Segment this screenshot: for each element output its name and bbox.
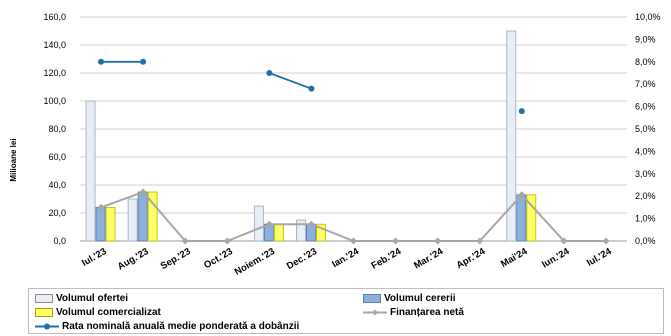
y-tick-label: 140,0 xyxy=(43,40,66,50)
x-tick-label: Iun.'24 xyxy=(540,246,572,271)
legend: Volumul ofertei Volumul cererii Volumul … xyxy=(28,288,664,334)
legend-label-rata: Rata nominală anuală medie ponderată a d… xyxy=(62,321,300,332)
y2-tick-label: 9,0% xyxy=(635,34,656,44)
y2-tick-label: 4,0% xyxy=(635,146,656,156)
point-finantare xyxy=(307,220,315,228)
point-rata xyxy=(140,58,147,65)
y-axis-title: Milioane lei xyxy=(9,138,18,181)
x-tick-label: Mai'24 xyxy=(499,246,530,270)
point-finantare xyxy=(139,188,147,196)
point-finantare xyxy=(223,237,231,245)
point-finantare xyxy=(434,237,442,245)
legend-swatch-rata xyxy=(35,323,59,330)
point-finantare xyxy=(350,237,357,245)
bar xyxy=(147,191,158,242)
y-tick-label: 60,0 xyxy=(48,152,66,162)
x-tick-label: Iul.'23 xyxy=(80,246,109,269)
point-finantare xyxy=(265,220,273,228)
legend-label-finantare: Finanțarea netă xyxy=(390,307,464,318)
point-finantare xyxy=(392,237,400,245)
y-tick-label: 20,0 xyxy=(48,208,66,218)
point-finantare xyxy=(181,237,189,245)
bar xyxy=(506,30,517,242)
legend-swatch-oferta xyxy=(35,294,53,303)
point-finantare xyxy=(518,191,526,199)
y-tick-label: 80,0 xyxy=(48,124,66,134)
y2-tick-label: 5,0% xyxy=(635,124,656,134)
point-finantare xyxy=(97,203,105,211)
x-tick-label: Feb.'24 xyxy=(370,246,404,272)
x-tick-label: Dec.'23 xyxy=(285,246,319,272)
lines xyxy=(97,58,610,245)
bars xyxy=(85,30,537,242)
x-tick-label: Iul.'24 xyxy=(585,246,614,269)
series-line-rata xyxy=(269,72,312,90)
y-tick-label: 160,0 xyxy=(43,12,66,22)
x-tick-label: Aug.'23 xyxy=(116,246,151,272)
y-tick-label: 100,0 xyxy=(43,96,66,106)
legend-item-rata: Rata nominală anuală medie ponderată a d… xyxy=(35,321,299,332)
legend-item-finantare: Finanțarea netă xyxy=(363,307,464,318)
legend-label-cerere: Volumul cererii xyxy=(384,293,456,304)
point-finantare xyxy=(602,237,610,245)
y2-tick-label: 0,0% xyxy=(635,236,656,246)
bar xyxy=(95,206,106,242)
legend-swatch-finantare xyxy=(363,309,387,316)
point-finantare xyxy=(560,237,568,245)
x-tick-label: Noiem.'23 xyxy=(233,246,277,278)
legend-label-comercializat: Volumul comercializat xyxy=(56,307,161,318)
y2-tick-label: 8,0% xyxy=(635,57,656,67)
bar xyxy=(296,219,306,242)
bar xyxy=(127,198,138,242)
legend-item-comercializat: Volumul comercializat xyxy=(35,307,161,318)
bar xyxy=(253,205,264,242)
bar xyxy=(85,100,96,242)
y-tick-label: 40,0 xyxy=(48,180,66,190)
bar xyxy=(273,223,284,242)
legend-swatch-cerere xyxy=(363,294,381,303)
x-tick-label: Mar.'24 xyxy=(412,246,446,272)
x-tick-label: Apr.'24 xyxy=(455,246,488,272)
y-tick-label: 120,0 xyxy=(43,68,66,78)
y2-tick-label: 7,0% xyxy=(635,79,656,89)
legend-item-oferta: Volumul ofertei xyxy=(35,293,128,304)
bar xyxy=(137,191,148,242)
y2-tick-label: 1,0% xyxy=(635,214,656,224)
bar xyxy=(316,223,326,242)
point-finantare xyxy=(476,237,484,245)
point-rata xyxy=(266,70,273,76)
point-rata xyxy=(308,85,315,92)
x-tick-label: Sep.'23 xyxy=(159,246,193,272)
x-tick-label: Oct.'23 xyxy=(202,246,235,271)
y-tick-label: 0,0 xyxy=(53,236,66,246)
bar xyxy=(526,194,537,242)
y-axis-ticks: 0,0 20,0 40,0 60,0 80,0 100,0 120,0 140,0 160,0 xyxy=(43,12,66,246)
point-rata xyxy=(98,58,105,65)
y2-tick-label: 3,0% xyxy=(635,169,656,179)
y2-tick-label: 2,0% xyxy=(635,191,656,201)
y2-tick-label: 6,0% xyxy=(635,102,656,112)
gridlines xyxy=(80,16,627,242)
legend-item-cerere: Volumul cererii xyxy=(363,293,456,304)
x-tick-label: Ian.'24 xyxy=(330,246,361,270)
legend-swatch-comercializat xyxy=(35,308,53,317)
y2-axis-ticks: 0,0% 1,0% 2,0% 3,0% 4,0% 5,0% 6,0% 7,0% 8,0% 9,0%… xyxy=(635,12,661,246)
point-rata xyxy=(518,108,525,115)
bar xyxy=(516,194,527,242)
bar xyxy=(105,206,116,242)
y2-tick-label: 10,0% xyxy=(635,12,661,22)
chart: Milioane lei 0,0 20,0 40,0 60,0 80,0 100,0 120… xyxy=(9,12,661,278)
legend-label-oferta: Volumul ofertei xyxy=(56,293,129,304)
